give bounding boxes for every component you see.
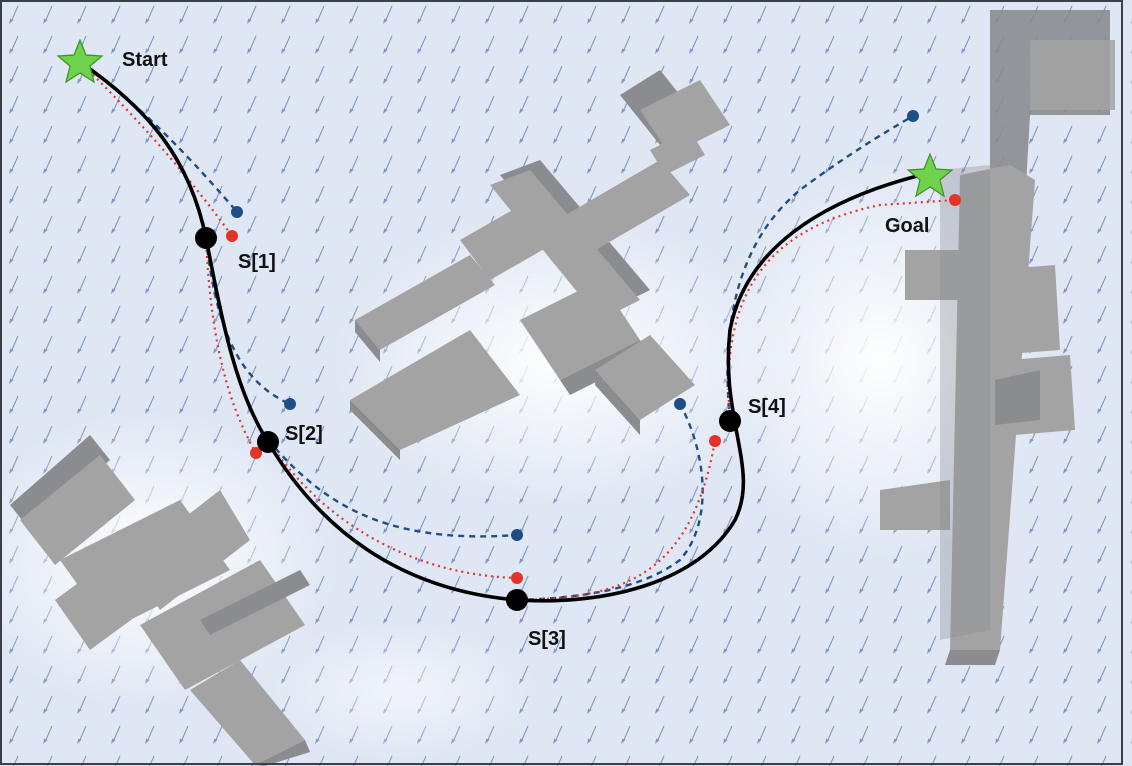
waypoint-label-s3: S[3] <box>528 628 566 650</box>
start-label: Start <box>122 49 168 71</box>
blue-dashed-paths <box>79 61 914 602</box>
waypoint-label-s1: S[1] <box>238 251 276 273</box>
red-dotted-paths <box>79 61 956 602</box>
red-dot <box>250 447 262 459</box>
waypoint-label-s2: S[2] <box>285 423 323 445</box>
blue-dot <box>231 206 243 218</box>
waypoint-s4-icon <box>719 410 741 432</box>
blue-dot <box>907 110 919 122</box>
red-dot <box>949 194 961 206</box>
blue-dot <box>674 398 686 410</box>
waypoint-label-s4: S[4] <box>748 396 786 418</box>
waypoint-s2-icon <box>257 431 279 453</box>
waypoint-s1-icon <box>195 227 217 249</box>
red-endpoints <box>226 194 961 584</box>
building-right <box>880 10 1115 665</box>
blue-endpoints <box>231 110 919 541</box>
building-lower-left <box>10 435 310 766</box>
red-dot <box>511 572 523 584</box>
waypoint-s3-icon <box>506 589 528 611</box>
blue-dot <box>511 529 523 541</box>
red-dot <box>709 435 721 447</box>
building-center <box>350 70 730 460</box>
goal-label: Goal <box>885 215 929 237</box>
start-star-icon <box>56 38 104 84</box>
red-dot <box>226 230 238 242</box>
blue-dot <box>284 398 296 410</box>
goal-star-icon <box>906 152 954 198</box>
waypoints <box>195 227 741 611</box>
